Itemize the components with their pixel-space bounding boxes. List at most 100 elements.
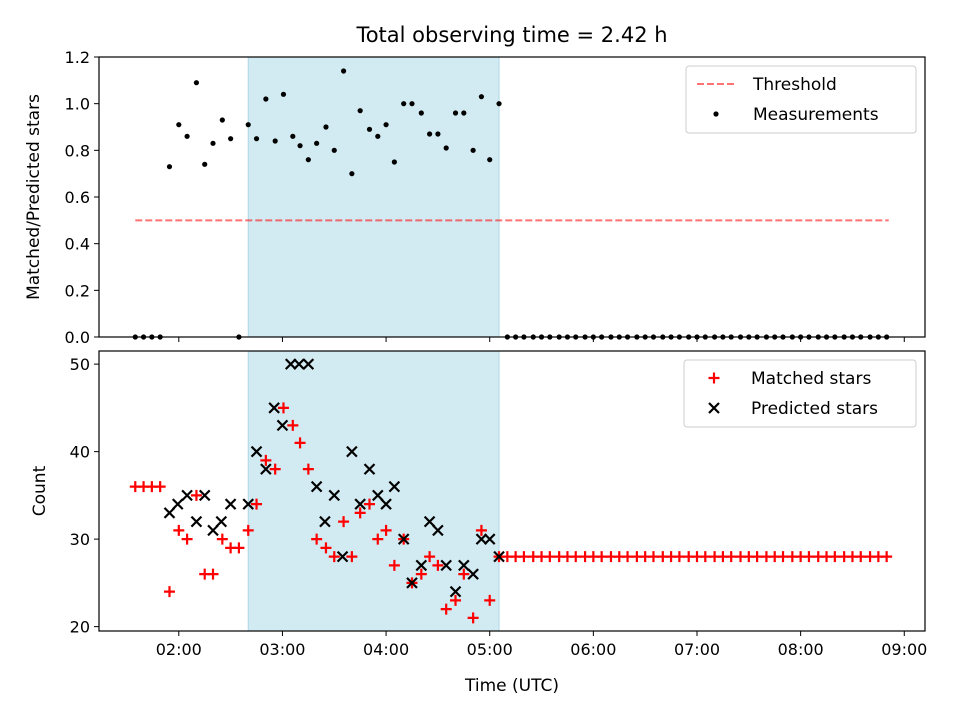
matched-point [346,551,358,563]
predicted-point [475,533,488,545]
measurement-point [263,96,269,102]
matched-point [302,463,314,475]
legend-marker [708,372,720,384]
y-tick-label: 0.4 [65,235,90,254]
matched-point [251,498,263,510]
predicted-point [432,524,444,537]
matched-point [328,551,340,563]
measurement-point [391,159,397,165]
x-tick-label: 08:00 [778,640,824,659]
x-tick-label: 09:00 [881,640,927,659]
predicted-point [181,489,193,502]
x-tick-label: 03:00 [259,640,305,659]
matched-point [354,507,366,519]
predicted-point [440,559,452,572]
measurement-point [314,140,320,146]
matched-point [803,551,815,563]
matched-point [207,568,219,580]
matched-point [287,419,299,431]
matched-point [622,551,634,563]
measurement-point [253,136,260,142]
predicted-point [388,480,401,493]
measurement-point [349,171,355,177]
y-tick-label: 1.2 [65,48,90,67]
matched-point [363,498,375,510]
matched-point [372,533,384,545]
matched-point [388,559,400,571]
y-tick-label: 20 [70,618,90,637]
measurement-point [331,147,337,153]
measurement-point [427,131,433,137]
legend-label: Measurements [753,105,879,125]
matched-point [699,551,711,563]
x-tick-label: 05:00 [467,640,513,659]
predicted-point [215,515,228,528]
measurement-point [470,147,476,153]
matched-point [163,586,175,598]
measurement-point [193,80,200,86]
measurement-point [290,133,296,139]
matched-point [673,551,685,563]
legend-marker [713,111,719,117]
matched-point [242,524,254,536]
measurement-point [496,101,502,107]
measurement-point [357,108,363,114]
predicted-point [354,498,366,510]
measurement-point [176,122,182,128]
matched-point [544,551,556,563]
measurement-point [409,101,415,107]
matched-point [260,454,272,466]
matched-point [190,489,202,501]
legend-label: Matched stars [751,369,871,389]
y-tick-label: 1.0 [65,95,90,114]
legend-box [683,359,917,428]
predicted-point [260,463,272,475]
x-tick-label: 07:00 [674,640,720,659]
matched-point [269,463,281,475]
predicted-point [319,515,331,528]
predicted-point [242,498,255,510]
y-tick-label: 40 [70,443,90,462]
predicted-point [415,559,428,572]
matched-point [380,524,392,536]
x-tick-label: 02:00 [156,640,202,659]
matched-point [458,568,470,580]
predicted-point [250,445,263,458]
measurement-point [487,157,493,163]
matched-point [484,594,496,606]
measurement-point [228,136,234,142]
matched-point [154,481,166,493]
legend-label: Threshold [752,75,837,95]
predicted-point [224,498,237,510]
matched-point [881,551,893,563]
predicted-point [198,489,211,502]
predicted-point [449,585,462,598]
measurement-point [210,140,216,146]
predicted-point [423,515,436,528]
measurement-point [305,157,311,163]
matched-point [320,542,332,554]
matched-point [432,559,444,571]
predicted-point [380,498,392,510]
matched-point [467,612,479,624]
predicted-point [493,550,505,563]
predicted-point [372,489,384,502]
measurement-point [340,68,347,74]
matched-point [475,524,487,536]
x-axis-label: Time (UTC) [464,676,559,696]
matched-point [294,437,306,449]
measurement-point [443,145,449,151]
predicted-point [363,463,376,475]
predicted-series [163,358,505,598]
matched-point [829,551,841,563]
matched-point [277,402,289,414]
y-tick-label: 50 [70,355,90,374]
predicted-point [483,533,496,545]
predicted-point [310,480,323,493]
matched-point [233,542,245,554]
measurement-point [280,91,287,97]
matched-point [424,551,436,563]
legend-box [685,65,917,134]
matched-point [751,551,763,563]
